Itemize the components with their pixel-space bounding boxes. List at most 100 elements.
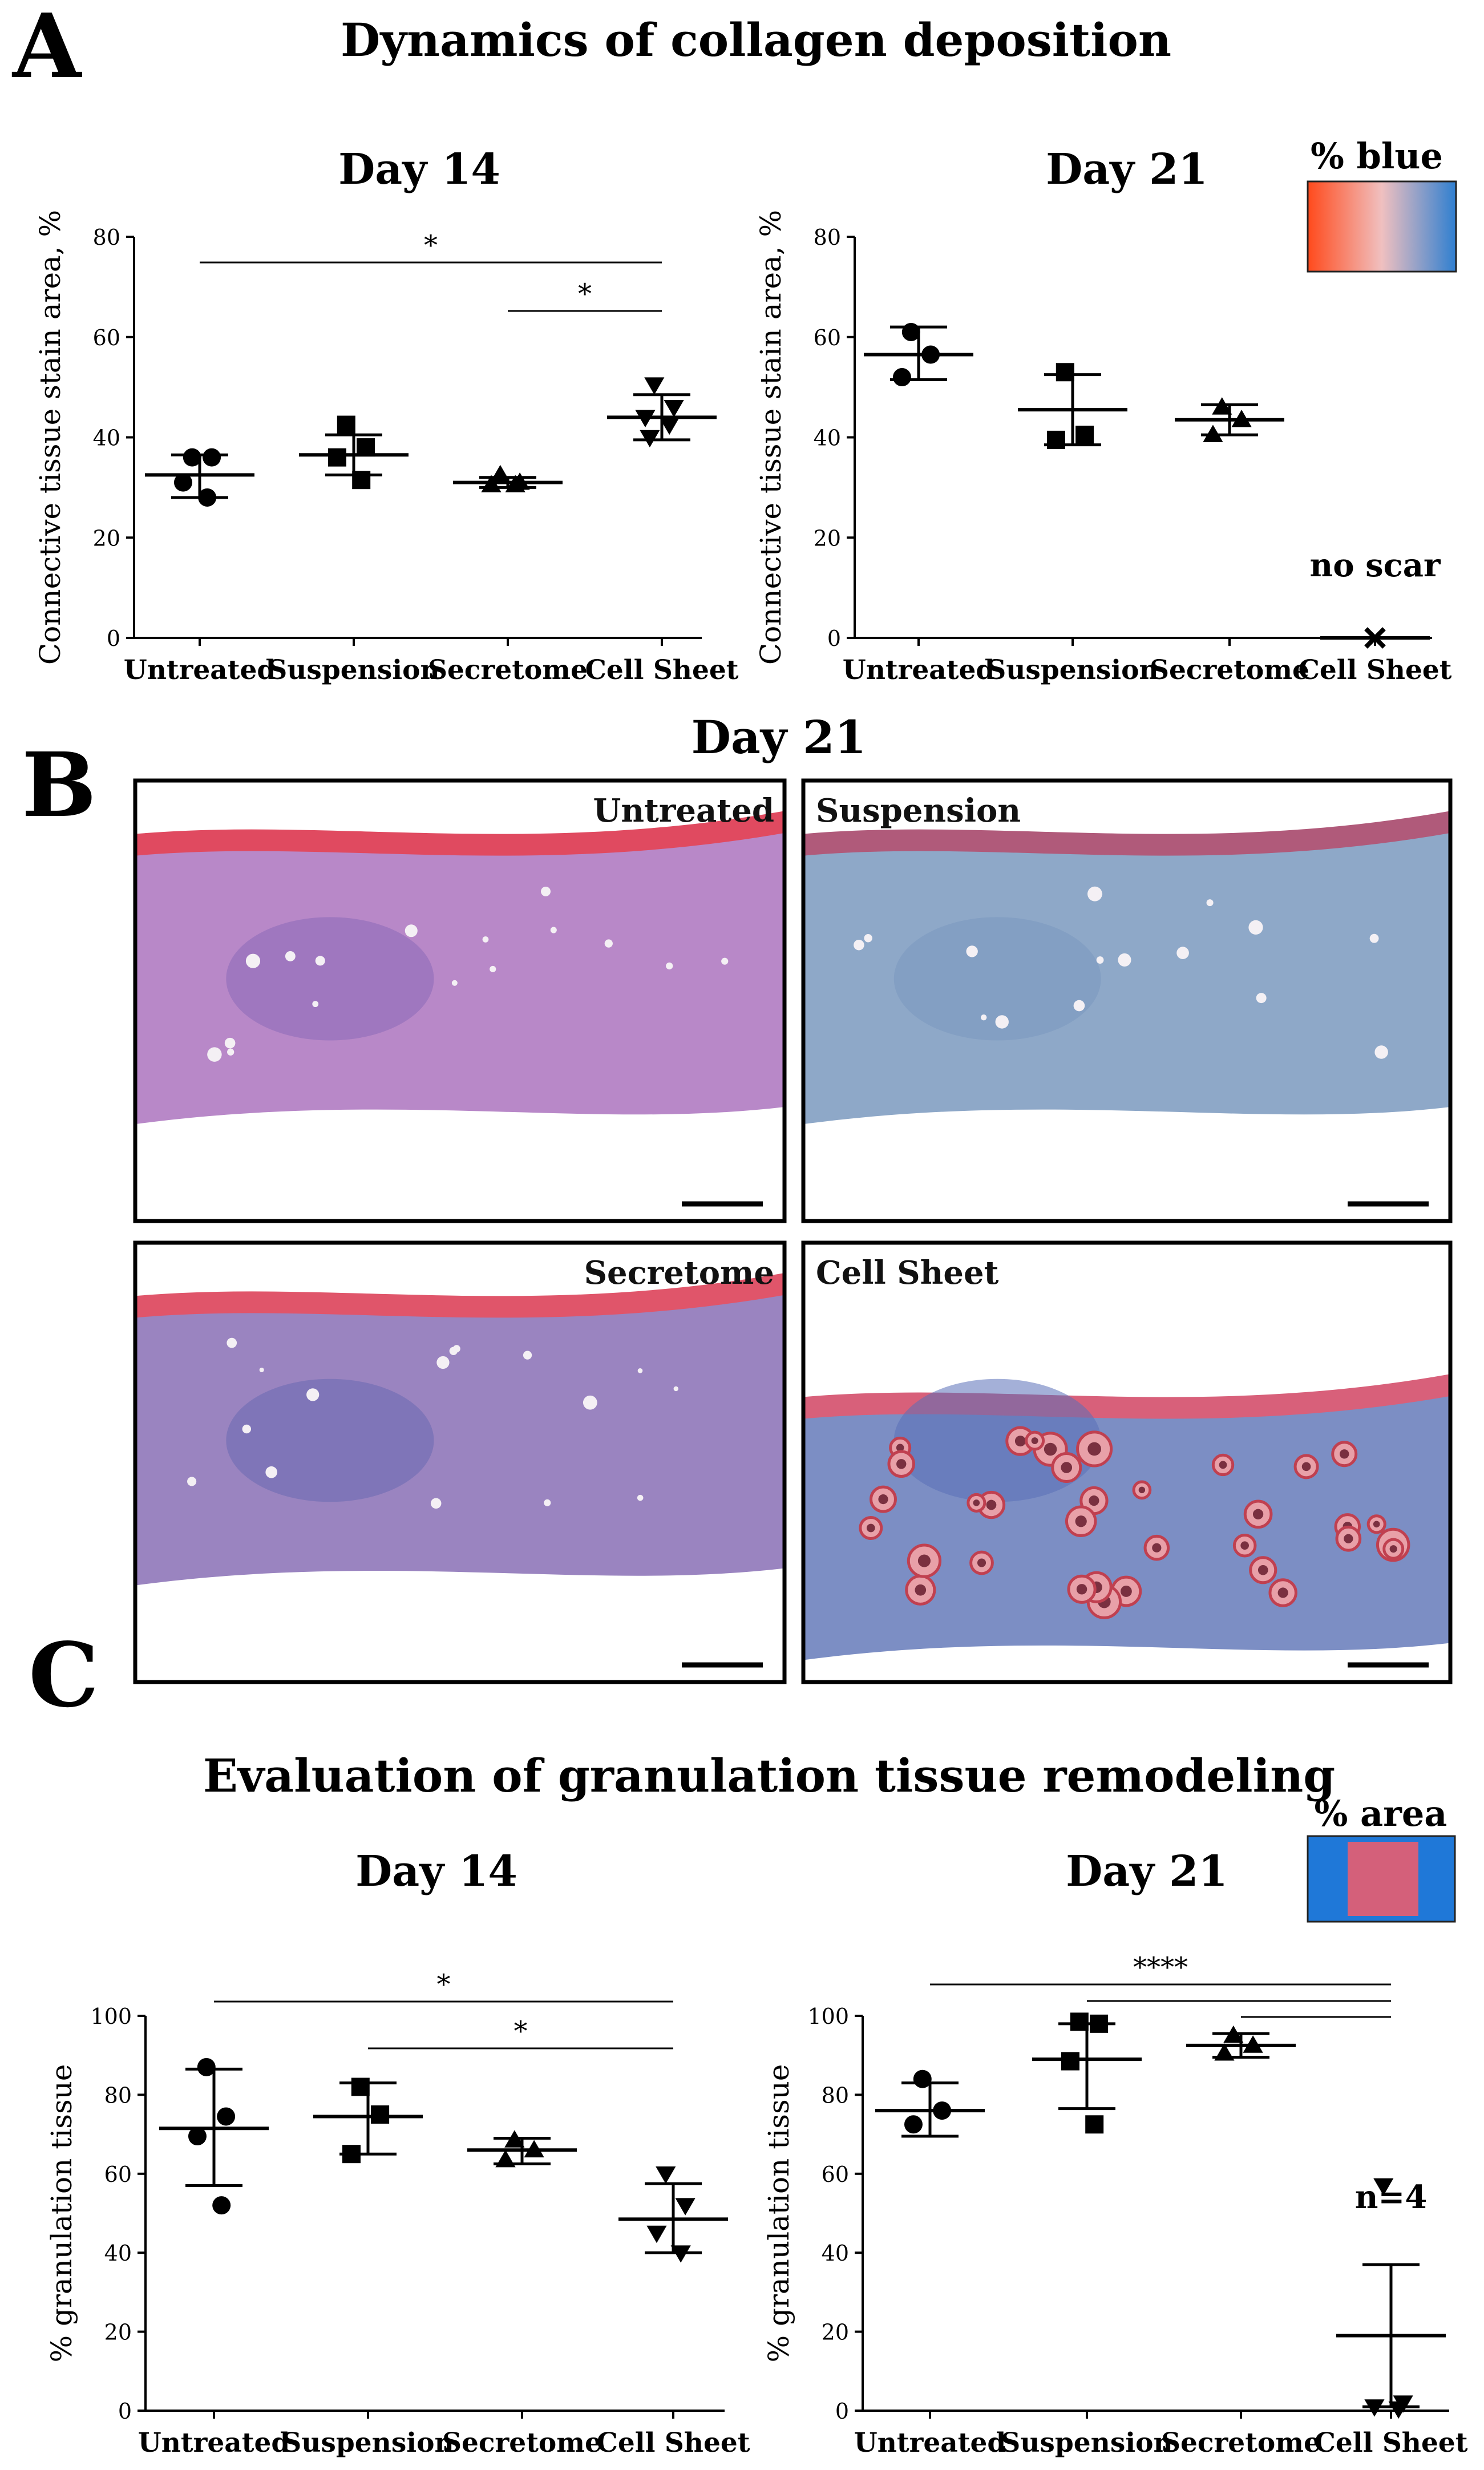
vacuole: [966, 945, 978, 957]
micrograph-label: Secretome: [584, 1254, 774, 1292]
vacuole: [721, 957, 729, 965]
data-point-circle: [904, 2115, 923, 2134]
data-point-triangle-down: [656, 2166, 676, 2184]
series-2: [313, 2077, 423, 2164]
follicle-core: [1344, 1534, 1353, 1543]
data-point-circle: [183, 448, 201, 467]
data-point-square: [371, 2105, 390, 2124]
data-point-triangle-down: [1373, 2178, 1394, 2196]
panel-letter-b: B: [22, 733, 96, 837]
series-4: [618, 2166, 728, 2263]
legend-area-inner: [1348, 1842, 1418, 1916]
y-tick-label: 20: [814, 525, 841, 551]
vacuole: [995, 1015, 1009, 1029]
vacuole: [637, 1494, 644, 1501]
follicle-core: [1277, 1587, 1288, 1598]
series-1: [864, 322, 973, 387]
micrograph-untreated: Untreated: [133, 778, 787, 1223]
y-tick-label: 20: [822, 2320, 849, 2345]
x-tick-label: Cell Sheet: [585, 654, 738, 686]
y-axis-label: % granulation tissue: [762, 2064, 795, 2363]
tissue-region: [135, 822, 785, 1125]
legend-percent-area-label: % area: [1315, 1793, 1447, 1834]
legend-percent-area: % area: [1307, 1793, 1456, 1923]
dermis-patch: [893, 917, 1101, 1041]
vacuole: [436, 1356, 450, 1369]
vacuole: [306, 1388, 320, 1401]
series-4: [607, 377, 717, 448]
y-tick-label: 100: [90, 2004, 132, 2029]
dermis-patch: [226, 1378, 434, 1502]
vacuole: [207, 1047, 222, 1062]
section-c-title: Evaluation of granulation tissue remodel…: [203, 1749, 1335, 1802]
follicle-core: [1301, 1462, 1311, 1472]
follicle-core: [917, 1554, 931, 1567]
vacuole: [673, 1386, 679, 1392]
chart-annotation: no scar: [1310, 547, 1441, 584]
data-point-triangle-down: [646, 2225, 667, 2243]
follicle-core: [973, 1499, 980, 1506]
follicle-core: [1373, 1521, 1380, 1528]
y-tick-label: 80: [822, 2083, 849, 2108]
vacuole: [451, 980, 458, 986]
epidermis-layer: [802, 1374, 1453, 1419]
vacuole: [854, 939, 864, 951]
y-tick-label: 0: [107, 626, 120, 651]
data-point-triangle-down: [644, 377, 665, 395]
vacuole: [449, 1347, 458, 1356]
epidermis-layer: [134, 1273, 787, 1318]
follicle-core: [1152, 1543, 1162, 1553]
significance-label: *: [514, 2015, 528, 2047]
micrograph-frame: [801, 778, 1453, 1223]
y-tick-label: 0: [118, 2399, 132, 2424]
data-point-square: [1061, 2052, 1079, 2071]
chart-title: Day 21: [1046, 145, 1208, 194]
x-tick-label: Untreated: [124, 654, 276, 686]
vacuole: [227, 1048, 234, 1056]
x-tick-label: Suspension: [1001, 2427, 1172, 2459]
vacuole: [544, 1499, 551, 1506]
vacuole: [490, 965, 496, 973]
vacuole: [523, 1351, 532, 1360]
section-a-title: Dynamics of collagen deposition: [341, 13, 1171, 67]
micrograph-label: Suspension: [816, 792, 1021, 830]
legend-percent-blue-label: % blue: [1311, 135, 1443, 177]
follicle-core: [866, 1523, 875, 1533]
significance-label: ****: [1133, 1951, 1188, 1983]
x-tick-label: Secretome: [442, 2427, 602, 2459]
series-2: [1018, 363, 1127, 449]
y-tick-label: 80: [814, 225, 841, 250]
x-tick-label: Suspension: [986, 654, 1158, 686]
epidermis-layer: [802, 811, 1453, 856]
vacuole: [242, 1424, 252, 1434]
x-tick-label: Untreated: [854, 2427, 1006, 2459]
follicle-core: [1389, 1545, 1397, 1553]
data-point-triangle-down: [675, 2198, 696, 2216]
y-tick-label: 20: [93, 525, 120, 551]
chart-title: Day 21: [1066, 1847, 1228, 1896]
vacuole: [224, 1037, 236, 1049]
y-axis-label: Connective tissue stain area, %: [754, 210, 787, 665]
vacuole: [1206, 899, 1214, 907]
x-tick-label: Untreated: [843, 654, 994, 686]
vacuole: [1118, 953, 1131, 967]
series-1: [159, 2057, 269, 2215]
y-tick-label: 60: [822, 2162, 849, 2187]
follicle-core: [1257, 1565, 1268, 1575]
follicle-core: [1076, 1584, 1087, 1595]
section-b-title: Day 21: [692, 710, 867, 764]
y-tick-label: 40: [814, 426, 841, 451]
series-1: [145, 448, 254, 507]
y-tick-label: 60: [93, 325, 120, 350]
data-point-circle: [188, 2127, 207, 2146]
x-tick-label: Cell Sheet: [1298, 654, 1451, 686]
panel-letter-a: A: [11, 0, 82, 98]
chart-title: Day 14: [338, 145, 500, 194]
vacuole: [315, 956, 325, 966]
series-4: [1320, 627, 1430, 649]
data-point-circle: [173, 473, 192, 492]
chart-c-day21: Day 21 % granulation tissue 0 20 40 60 80 100 Un…: [762, 1847, 1468, 2459]
vacuole: [259, 1367, 264, 1373]
vacuole: [583, 1395, 597, 1410]
follicle-core: [915, 1584, 927, 1596]
